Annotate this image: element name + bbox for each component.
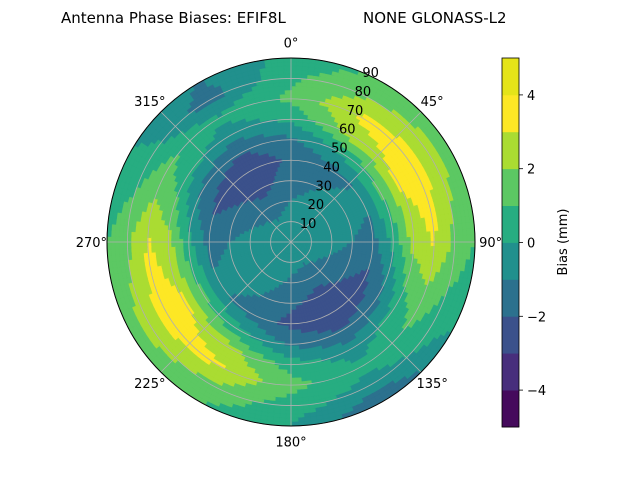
chart-titles: Antenna Phase Biases: EFIF8L NONE GLONAS… (61, 9, 507, 27)
title-left: Antenna Phase Biases: EFIF8L (61, 9, 286, 27)
title-right: NONE GLONASS-L2 (363, 9, 507, 27)
